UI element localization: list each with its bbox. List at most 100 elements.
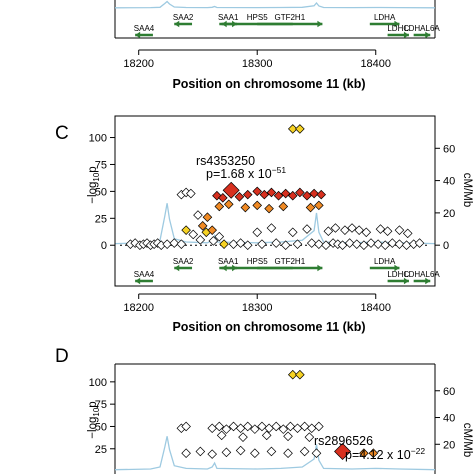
lead-snp-pvalue: p=4.12 x 10−22 <box>345 446 425 462</box>
y-axis-right: 20 40 60 <box>434 386 455 451</box>
ylabel-tail: p <box>87 166 99 172</box>
gene-label: SAA4 <box>134 24 155 33</box>
snp-point <box>271 238 281 248</box>
snp-point <box>366 238 376 248</box>
y2-tick-label: 40 <box>443 413 455 425</box>
x-tick-label: 18400 <box>360 302 391 314</box>
gene-label: LDHA <box>374 13 396 22</box>
snp-point <box>242 240 253 251</box>
snp-point <box>340 225 350 235</box>
snp-point <box>250 448 260 459</box>
gene-label: LDHC <box>387 24 409 33</box>
x-tick-label: 18200 <box>123 58 154 70</box>
gene-label: SAA2 <box>173 13 194 22</box>
snp-point <box>214 231 225 242</box>
panel-c: C 0 25 50 75 100 0 20 40 60 SAA2 SAA1 HPS5 GTF2H1 L… <box>55 115 473 334</box>
snp-point <box>314 200 324 211</box>
snp-point <box>316 189 327 200</box>
snp-point <box>235 445 246 456</box>
snp-point <box>306 423 317 434</box>
gene-track-box <box>114 0 436 39</box>
recombination-rate-line <box>114 203 436 245</box>
snp-point <box>235 423 246 434</box>
snp-point <box>285 421 296 432</box>
y-axis-label-left: −log10p <box>87 166 101 203</box>
y-tick-label: 100 <box>89 133 107 145</box>
snp-point <box>169 238 180 248</box>
snp-point <box>306 238 317 248</box>
ylabel-main: −log <box>87 417 99 439</box>
ylabel-sub: 10 <box>92 407 101 416</box>
lead-snp-label: rs4353250 <box>196 154 255 168</box>
recomb-line <box>114 203 436 245</box>
snp-point <box>221 424 232 434</box>
snp-point <box>219 239 229 249</box>
snp-point <box>375 224 386 234</box>
x-axis-label: Position on chromosome 11 (kb) <box>172 77 365 91</box>
snp-point <box>314 421 324 432</box>
gene-arrow <box>425 277 431 285</box>
snp-point <box>402 228 413 239</box>
snp-point <box>181 448 191 459</box>
y-axis-left: 25 50 75 100 <box>89 377 116 456</box>
snp-point <box>197 221 208 231</box>
panel-d: D 25 50 75 100 20 40 60 rs2896526 p=4.12 x 10… <box>55 346 473 474</box>
snp-point <box>228 239 239 249</box>
snp-point <box>287 190 298 201</box>
x-axis: 18200 18300 18400 <box>123 293 391 314</box>
lead-snp-pvalue: p=1.68 x 10−51 <box>206 165 286 181</box>
snp-point <box>359 240 369 251</box>
snp-point <box>309 188 319 199</box>
gene-arrow <box>317 264 323 272</box>
y-tick-label: 50 <box>95 186 107 198</box>
snp-point <box>252 186 263 197</box>
snp-point <box>221 447 232 458</box>
gene-label: HPS5 <box>247 13 268 22</box>
snp-point <box>257 239 267 249</box>
snp-points <box>125 124 425 251</box>
snp-point <box>218 193 228 203</box>
gene-arrow <box>394 264 400 272</box>
snp-point <box>305 202 316 213</box>
gene-arrow <box>403 31 409 39</box>
recomb-line <box>114 436 436 471</box>
snp-point <box>195 446 206 457</box>
snp-point <box>292 239 303 249</box>
pvalue-exponent: −22 <box>411 446 426 456</box>
snp-point <box>207 449 217 459</box>
snp-point <box>323 226 334 237</box>
panel-letter: C <box>55 123 69 144</box>
gene-label: HPS5 <box>247 257 268 266</box>
snp-point <box>304 432 315 442</box>
snp-point <box>295 369 305 380</box>
snp-point <box>321 240 331 251</box>
gene-label: LDHAL6A <box>404 24 440 33</box>
snp-point <box>295 187 305 198</box>
snp-point <box>354 225 364 235</box>
x-tick-label: 18300 <box>242 302 273 314</box>
snp-point <box>266 223 277 233</box>
snp-point <box>261 430 272 441</box>
y2-tick-label: 20 <box>443 208 455 220</box>
snp-point <box>181 421 191 432</box>
gene-label: SAA4 <box>134 270 155 279</box>
snp-point <box>302 224 312 234</box>
x-axis: 18200 18300 18400 <box>123 49 391 70</box>
snp-point <box>314 239 324 249</box>
y2-tick-label: 20 <box>443 439 455 451</box>
lead-snp-point <box>334 442 352 460</box>
snp-point <box>266 187 277 198</box>
y-axis-left: 0 25 50 75 100 <box>89 133 116 252</box>
snp-point <box>234 191 245 202</box>
snp-point <box>280 240 291 251</box>
gene-arrow <box>317 20 323 28</box>
snp-point <box>359 448 369 459</box>
gene-label: LDHAL6A <box>404 270 440 279</box>
x-tick-label: 18400 <box>360 58 391 70</box>
y-tick-label: 25 <box>95 213 107 225</box>
gene-label: LDHC <box>387 270 409 279</box>
snp-points <box>176 369 379 460</box>
y-tick-label: 100 <box>89 377 107 389</box>
